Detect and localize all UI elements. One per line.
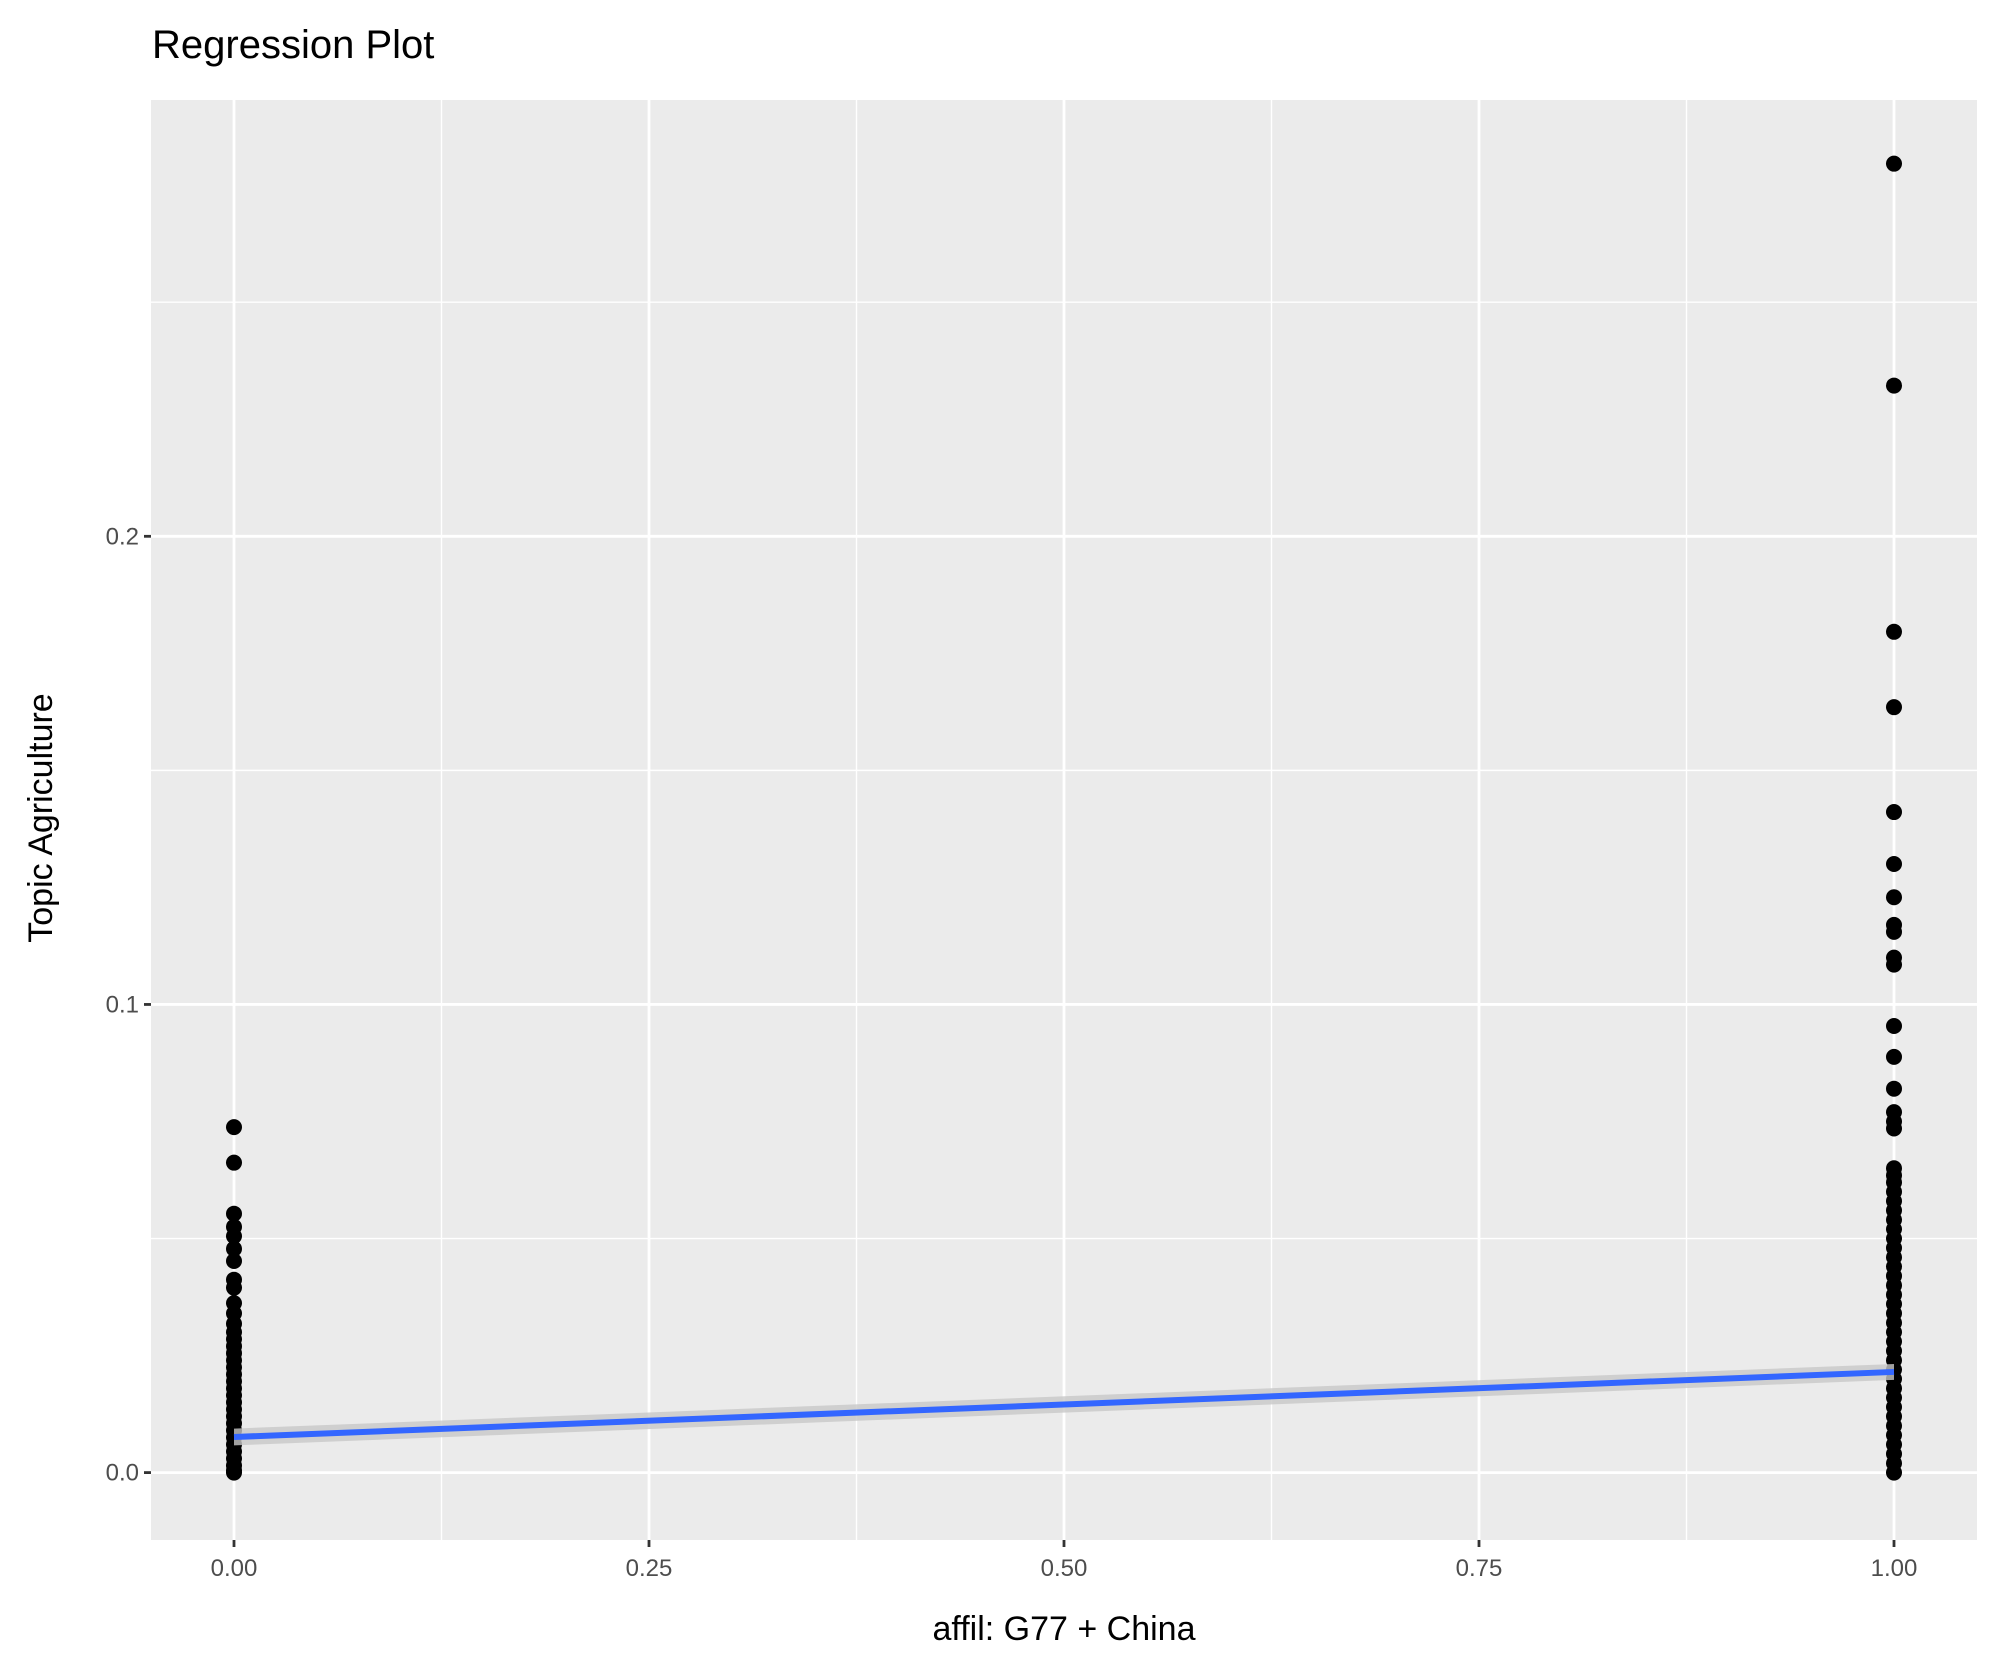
grid bbox=[151, 100, 1977, 1540]
point bbox=[1886, 1017, 1902, 1034]
y-tick-label: 0.2 bbox=[106, 523, 139, 550]
point bbox=[1886, 1464, 1902, 1481]
x-tick-label: 0.25 bbox=[626, 1555, 673, 1582]
point bbox=[1886, 1048, 1902, 1065]
point bbox=[226, 1240, 242, 1257]
point bbox=[1886, 623, 1902, 640]
x-tick-label: 0.75 bbox=[1456, 1555, 1503, 1582]
point bbox=[1886, 856, 1902, 873]
point bbox=[1886, 804, 1902, 821]
point bbox=[1886, 1120, 1902, 1137]
chart-title: Regression Plot bbox=[152, 23, 434, 67]
point bbox=[1886, 377, 1902, 394]
point bbox=[1886, 1080, 1902, 1097]
x-tick-label: 0.00 bbox=[211, 1555, 258, 1582]
point bbox=[1886, 923, 1902, 940]
point bbox=[226, 1119, 242, 1136]
axes: 0.00 0.25 0.50 0.75 1.00 0.0 0.1 0.2 bbox=[106, 523, 1918, 1582]
marks bbox=[226, 155, 1902, 1481]
point bbox=[226, 1205, 242, 1222]
point bbox=[1886, 889, 1902, 906]
point bbox=[226, 1228, 242, 1245]
y-tick-label: 0.1 bbox=[106, 991, 139, 1018]
x-tick-label: 1.00 bbox=[1871, 1555, 1918, 1582]
point bbox=[226, 1464, 242, 1481]
regression-line bbox=[233, 1368, 1895, 1441]
point bbox=[226, 1252, 242, 1269]
y-axis-label: Topic Agriculture bbox=[22, 693, 60, 942]
y-tick-label: 0.0 bbox=[106, 1460, 139, 1487]
point bbox=[1886, 956, 1902, 973]
point bbox=[226, 1154, 242, 1171]
point bbox=[1886, 699, 1902, 716]
point bbox=[226, 1279, 242, 1296]
x-axis-label: affil: G77 + China bbox=[932, 1610, 1195, 1648]
point bbox=[1886, 155, 1902, 172]
x-tick-label: 0.50 bbox=[1041, 1555, 1088, 1582]
